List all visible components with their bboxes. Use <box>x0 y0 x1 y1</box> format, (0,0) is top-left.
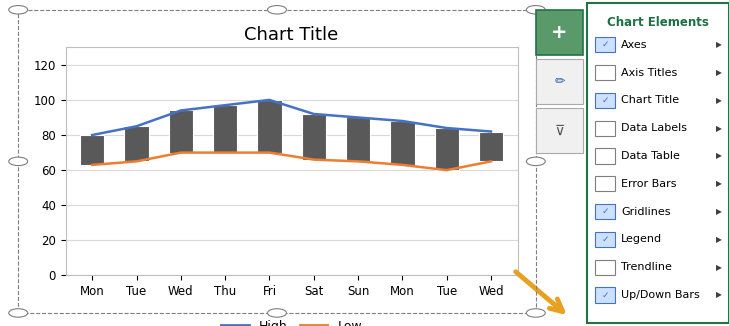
Text: ▶: ▶ <box>716 207 722 216</box>
Text: ▶: ▶ <box>716 263 722 272</box>
Text: Axis Titles: Axis Titles <box>621 67 677 78</box>
Text: +: + <box>551 23 568 42</box>
Bar <box>168 111 193 153</box>
Text: ⊽: ⊽ <box>555 124 564 137</box>
Title: Chart Title: Chart Title <box>244 26 339 44</box>
Bar <box>479 131 503 161</box>
Text: ▶: ▶ <box>716 124 722 133</box>
Text: ✓: ✓ <box>601 290 609 300</box>
Bar <box>302 114 326 160</box>
Text: ▶: ▶ <box>716 96 722 105</box>
Text: ▶: ▶ <box>716 68 722 77</box>
Text: ▶: ▶ <box>716 40 722 49</box>
Text: ▶: ▶ <box>716 179 722 188</box>
Text: ▶: ▶ <box>716 235 722 244</box>
Bar <box>346 117 370 161</box>
Text: Axes: Axes <box>621 40 647 50</box>
Text: Gridlines: Gridlines <box>621 207 671 216</box>
Bar <box>257 100 281 153</box>
Text: Data Table: Data Table <box>621 151 680 161</box>
Text: ✓: ✓ <box>601 96 609 105</box>
Text: Trendline: Trendline <box>621 262 672 272</box>
Text: ✏: ✏ <box>554 75 565 88</box>
Bar <box>80 135 104 165</box>
Text: Chart Elements: Chart Elements <box>607 16 709 29</box>
Text: Legend: Legend <box>621 234 662 244</box>
Text: ▶: ▶ <box>716 290 722 300</box>
Legend: High, Low: High, Low <box>217 315 367 326</box>
Bar <box>390 121 415 165</box>
Text: ✓: ✓ <box>601 40 609 49</box>
Text: Up/Down Bars: Up/Down Bars <box>621 290 700 300</box>
Text: Chart Title: Chart Title <box>621 96 679 105</box>
Text: ✓: ✓ <box>601 207 609 216</box>
Text: Error Bars: Error Bars <box>621 179 677 189</box>
Text: ✓: ✓ <box>601 235 609 244</box>
Text: Data Labels: Data Labels <box>621 123 687 133</box>
Bar <box>434 128 459 170</box>
Text: ▶: ▶ <box>716 152 722 160</box>
Bar <box>213 105 238 153</box>
Bar <box>125 126 149 161</box>
